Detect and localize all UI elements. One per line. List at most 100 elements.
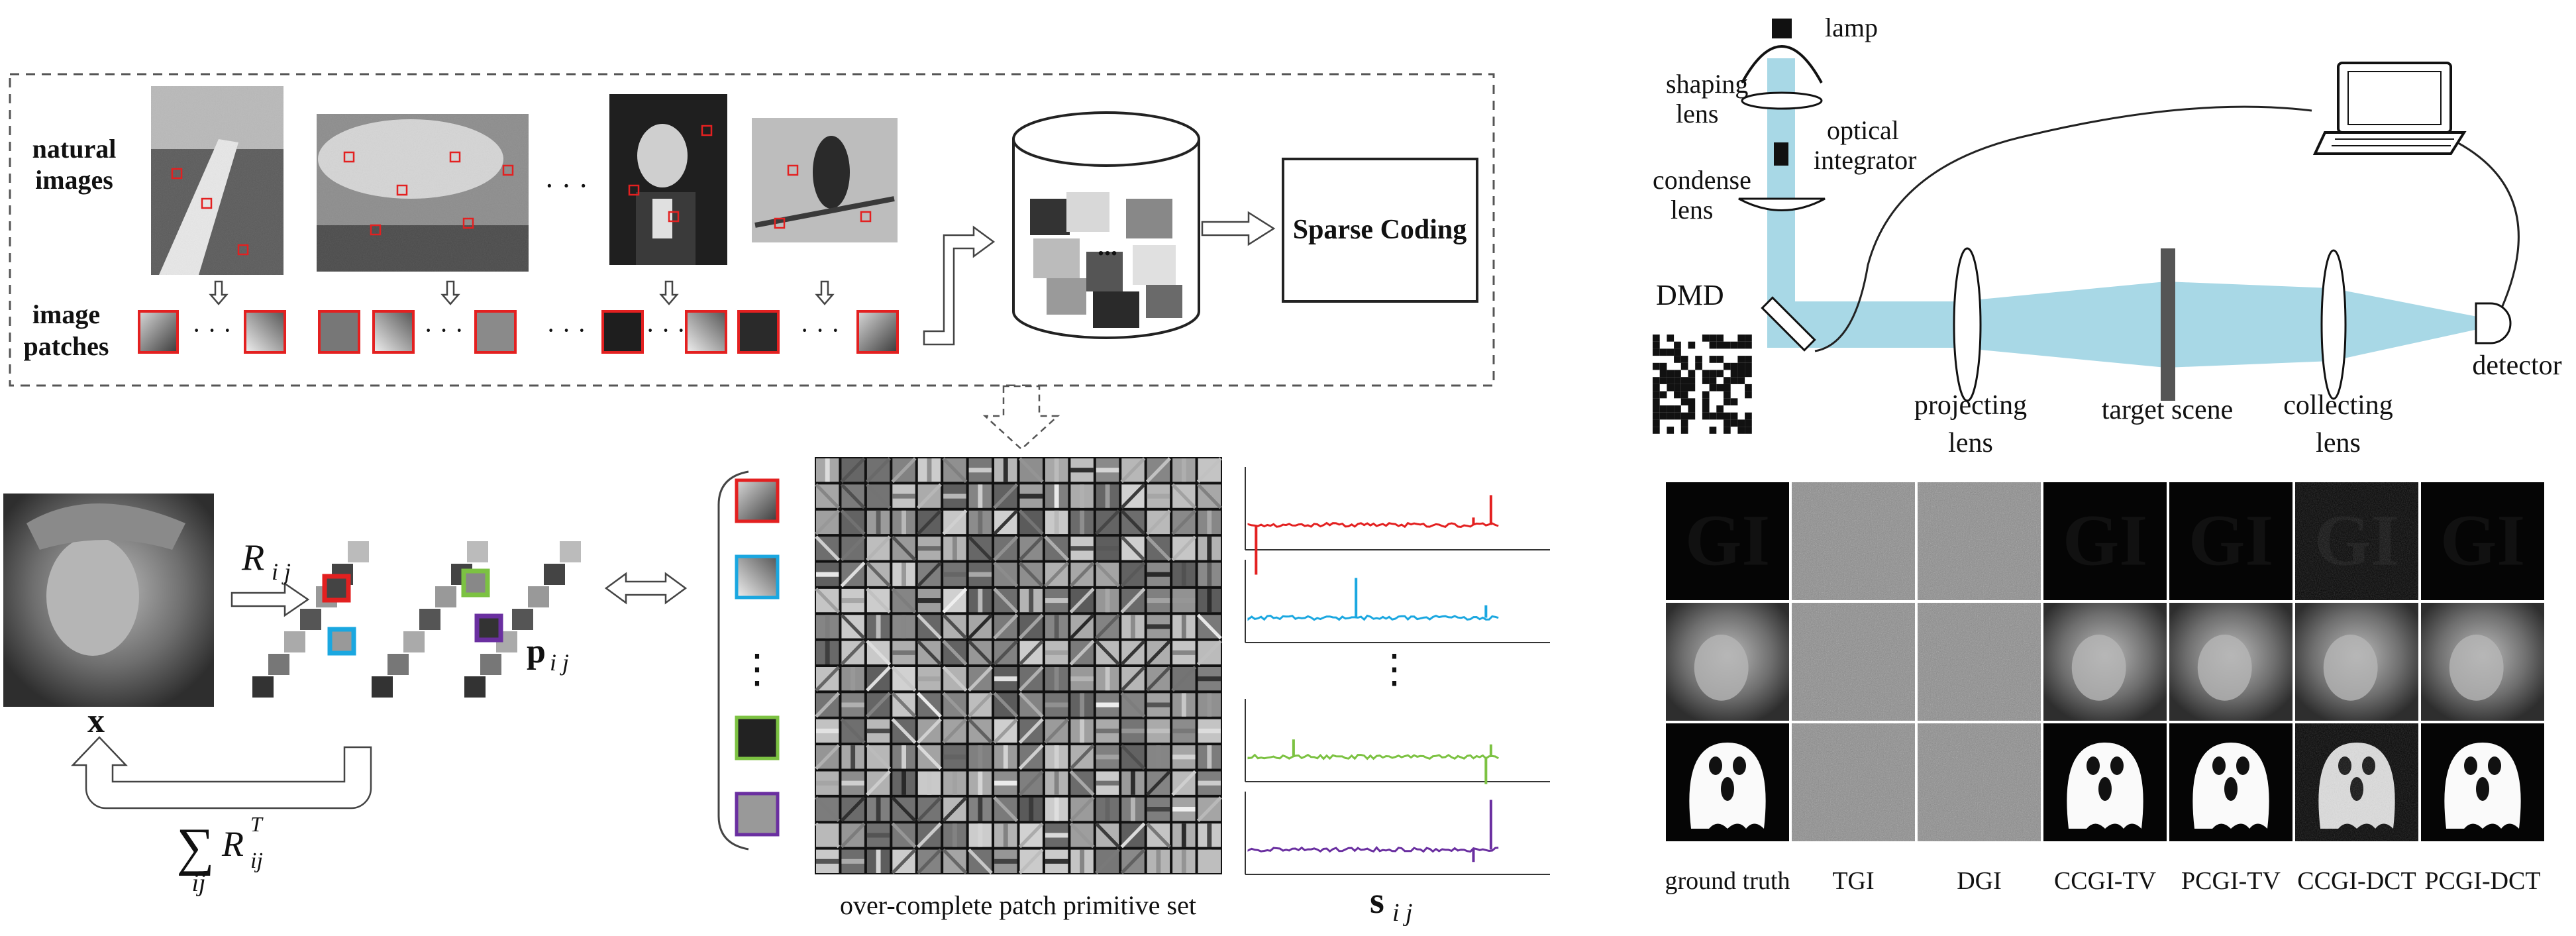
- dmd-pixel: [1724, 398, 1731, 405]
- selected-atom: [735, 554, 780, 599]
- dictionary-atom-stroke: [1096, 780, 1119, 786]
- dictionary-atom-stroke: [866, 692, 892, 718]
- dmd-pixel: [1745, 391, 1752, 399]
- dictionary-atom-stroke: [1120, 535, 1146, 562]
- result-column-label: CCGI-TV: [2054, 867, 2157, 895]
- dmd-pixel: [1709, 370, 1717, 378]
- dictionary-atom-stroke: [840, 561, 866, 588]
- R-sub: i j: [272, 558, 291, 585]
- collecting-lens-icon: [2320, 249, 2347, 400]
- dmd-pixel: [1653, 391, 1660, 399]
- dmd-pixel: [1667, 405, 1674, 413]
- result-column-label: PCGI-TV: [2181, 867, 2281, 895]
- dmd-pattern: [1653, 335, 1752, 434]
- dictionary-atom-stroke: [1172, 650, 1196, 655]
- dictionary-atom-stroke: [892, 494, 915, 499]
- dictionary-atom-stroke: [916, 561, 942, 588]
- detector-label: detector: [2472, 350, 2561, 381]
- dictionary-atom-stroke: [825, 615, 830, 639]
- dmd-pixel: [1737, 370, 1745, 378]
- dictionary-atom-stroke: [1145, 666, 1171, 692]
- dictionary-atom-stroke: [815, 588, 841, 613]
- dmd-pixel: [1688, 370, 1696, 378]
- dct-noise-overlay: [2295, 482, 2418, 600]
- dictionary-atom-stroke: [1147, 572, 1170, 577]
- dmd-pixel: [1667, 335, 1674, 342]
- dictionary-atom-stroke: [1018, 509, 1044, 535]
- dictionary-atom-stroke: [1054, 745, 1059, 769]
- dictionary-atom-stroke: [1120, 561, 1146, 588]
- dictionary-atom-stroke: [866, 639, 892, 666]
- dictionary-atom-stroke: [1181, 615, 1186, 639]
- dmd-pixel: [1680, 391, 1688, 399]
- result-cell-gi: [2043, 482, 2167, 600]
- dmd-pixel: [1730, 362, 1738, 370]
- dictionary-atom-stroke: [967, 613, 993, 640]
- dictionary-atom-stroke: [815, 509, 841, 535]
- dictionary-atom-stroke: [942, 588, 968, 613]
- dictionary-atom-stroke: [1171, 535, 1197, 562]
- codes-vertical-ellipsis: ⋮: [1374, 647, 1414, 691]
- dictionary-atom-stroke: [916, 796, 942, 822]
- result-gi-text: GI: [1685, 500, 1770, 581]
- natural-image-clouds: [317, 114, 529, 272]
- dmd-pixel: [1745, 419, 1752, 427]
- dmd-pixel: [1724, 412, 1731, 420]
- dmd-pixel: [1716, 384, 1724, 391]
- s-label: s: [1370, 880, 1384, 921]
- ghost-mouth: [1721, 777, 1734, 801]
- dictionary-atom-stroke: [815, 692, 841, 718]
- dmd-pixel: [1695, 356, 1702, 363]
- dictionary-atom-stroke: [943, 494, 966, 499]
- natural-images-label-2: images: [35, 165, 113, 195]
- dmd-pixel: [1716, 405, 1724, 413]
- dictionary-atom-stroke: [866, 457, 892, 484]
- dictionary-atom-stroke: [1145, 457, 1171, 484]
- patch-stack-tile: [299, 607, 323, 631]
- dictionary-atom-stroke: [815, 744, 841, 770]
- computer-icon: [2312, 62, 2467, 155]
- dictionary-atom-stroke: [916, 822, 942, 849]
- to-database-arrow: [923, 225, 996, 346]
- dictionary-atom-stroke: [1044, 535, 1070, 562]
- dictionary-atom-stroke: [978, 588, 983, 613]
- dictionary-atom-stroke: [1172, 807, 1196, 812]
- dictionary-atom-stroke: [1018, 561, 1044, 588]
- ghost-eye: [2236, 756, 2249, 775]
- dictionary-atom-stroke: [891, 535, 917, 562]
- dictionary-atom-stroke: [1120, 692, 1146, 718]
- dictionary-atom-stroke: [891, 588, 917, 613]
- dictionary-atom-stroke: [917, 598, 941, 603]
- patch-stack-tile: [466, 540, 489, 564]
- sparse-code-plots: [1245, 467, 1550, 875]
- condense-lens-label-2: lens: [1671, 195, 1713, 225]
- dictionary-atom-stroke: [825, 458, 830, 482]
- dmd-pixel: [1724, 427, 1731, 434]
- dmd-icon: [1761, 296, 1816, 352]
- dictionary-atom-stroke: [927, 771, 932, 795]
- dictionary-atom-stroke: [1196, 639, 1222, 666]
- dictionary-atom-stroke: [942, 718, 968, 744]
- dmd-pixel: [1674, 377, 1681, 384]
- dictionary-atom-stroke: [1120, 822, 1146, 849]
- dmd-pixel: [1716, 335, 1724, 342]
- lena-face: [2449, 635, 2504, 701]
- dmd-pixel: [1702, 370, 1710, 378]
- highlight-patch-purple: [474, 613, 503, 643]
- RT-sup: T: [250, 812, 264, 836]
- dmd-pixel: [1716, 341, 1724, 349]
- beam-to-collector: [2166, 282, 2332, 368]
- dictionary-atom-stroke: [891, 796, 917, 822]
- ghost-eye: [2110, 756, 2124, 775]
- lena-face: [1694, 635, 1749, 701]
- dictionary-atom-stroke: [942, 509, 968, 535]
- dashed-frame: [9, 73, 1495, 387]
- projecting-lens-label-2: lens: [1948, 428, 1993, 458]
- dictionary-atom-stroke: [1181, 693, 1186, 717]
- dictionary-atom-stroke: [825, 641, 830, 664]
- lena-face: [2071, 635, 2126, 701]
- dmd-pixel: [1745, 356, 1752, 363]
- dictionary-atom-stroke: [916, 692, 942, 718]
- dictionary-atom-stroke: [891, 457, 917, 484]
- dmd-pixel: [1730, 419, 1738, 427]
